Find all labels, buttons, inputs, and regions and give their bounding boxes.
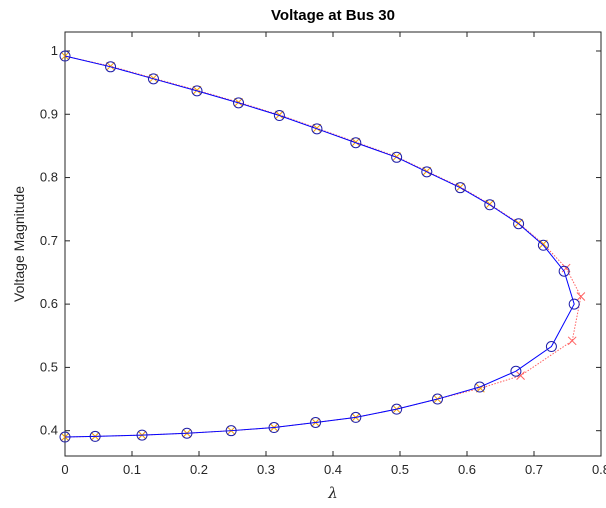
x-tick-label: 0.7 <box>525 462 543 477</box>
x-tick-label: 0 <box>61 462 68 477</box>
x-tick-label: 0.3 <box>257 462 275 477</box>
x-tick-label: 0.2 <box>190 462 208 477</box>
predicted-x-marker <box>234 97 243 107</box>
plot-area <box>64 31 602 457</box>
series-layer <box>59 50 586 443</box>
corrected-circle-marker <box>350 137 362 149</box>
corrected-circle-marker <box>513 218 525 230</box>
predicted-x-marker <box>576 292 586 301</box>
corrected-circle-marker <box>484 199 496 211</box>
x-tick-label: 0.8 <box>592 462 606 477</box>
corrected-circle-marker <box>181 427 193 439</box>
corrected-circle-marker <box>59 431 71 443</box>
y-tick-label: 0.5 <box>40 359 58 374</box>
corrected-circle-marker <box>391 151 403 163</box>
x-axis-label: λ <box>327 484 338 502</box>
corrected-circle-marker <box>225 425 237 437</box>
corrected-circle-marker <box>310 416 322 428</box>
predicted-x-marker <box>567 336 577 346</box>
corrected-circle-marker <box>147 73 159 85</box>
corrected-circle-marker <box>454 182 466 194</box>
corrected-circle-marker <box>59 50 71 62</box>
corrected-circle-marker <box>421 166 433 178</box>
corrected-circle-marker <box>391 403 403 415</box>
y-tick-label: 0.8 <box>40 170 58 185</box>
predicted-x-marker <box>392 152 402 162</box>
corrected-circle-marker <box>191 85 203 97</box>
predicted-x-marker <box>312 123 322 133</box>
corrected-circle-marker <box>273 110 285 122</box>
corrected-circle-marker <box>311 123 323 135</box>
predicted-x-marker <box>106 61 115 71</box>
y-tick-label: 0.9 <box>40 106 58 121</box>
corrected-circle-marker <box>510 365 522 377</box>
corrected-circle-marker <box>136 429 148 441</box>
corrected-circle-marker <box>350 411 362 423</box>
corrected-circle-marker <box>558 265 570 277</box>
y-axis-label: Voltage Magnitude <box>11 186 27 302</box>
corrected-circle-marker <box>233 97 245 109</box>
chart-title: Voltage at Bus 30 <box>271 7 395 24</box>
corrected-circle-marker <box>537 239 549 251</box>
corrected-circle-marker <box>545 341 557 353</box>
predicted-x-marker <box>422 166 432 176</box>
corrected-line <box>64 55 575 438</box>
corrected-circle-marker <box>105 61 117 73</box>
x-tick-label: 0.4 <box>324 462 342 477</box>
y-axis: 0.4 0.5 0.6 0.7 0.8 0.9 1 <box>40 43 601 438</box>
y-tick-label: 0.6 <box>40 296 58 311</box>
predicted-x-marker <box>149 73 158 83</box>
y-tick-label: 1 <box>51 43 58 58</box>
corrected-circle-marker <box>432 393 444 405</box>
corrected-circle-marker <box>474 381 486 393</box>
x-axis: 0 0.1 0.2 0.3 0.4 0.5 0.6 0.7 0.8 <box>61 32 606 477</box>
corrected-circle-marker <box>89 430 101 442</box>
predicted-x-marker <box>351 137 361 147</box>
predicted-x-marker <box>192 85 202 95</box>
x-tick-label: 0.5 <box>391 462 409 477</box>
y-tick-label: 0.4 <box>40 423 58 438</box>
y-tick-label: 0.7 <box>40 233 58 248</box>
corrected-circle-marker <box>568 298 580 310</box>
corrected-circle-marker <box>268 422 280 434</box>
x-tick-label: 0.1 <box>123 462 141 477</box>
predicted-x-marker <box>275 110 284 120</box>
predicted-x-marker <box>516 371 525 380</box>
x-tick-label: 0.6 <box>458 462 476 477</box>
